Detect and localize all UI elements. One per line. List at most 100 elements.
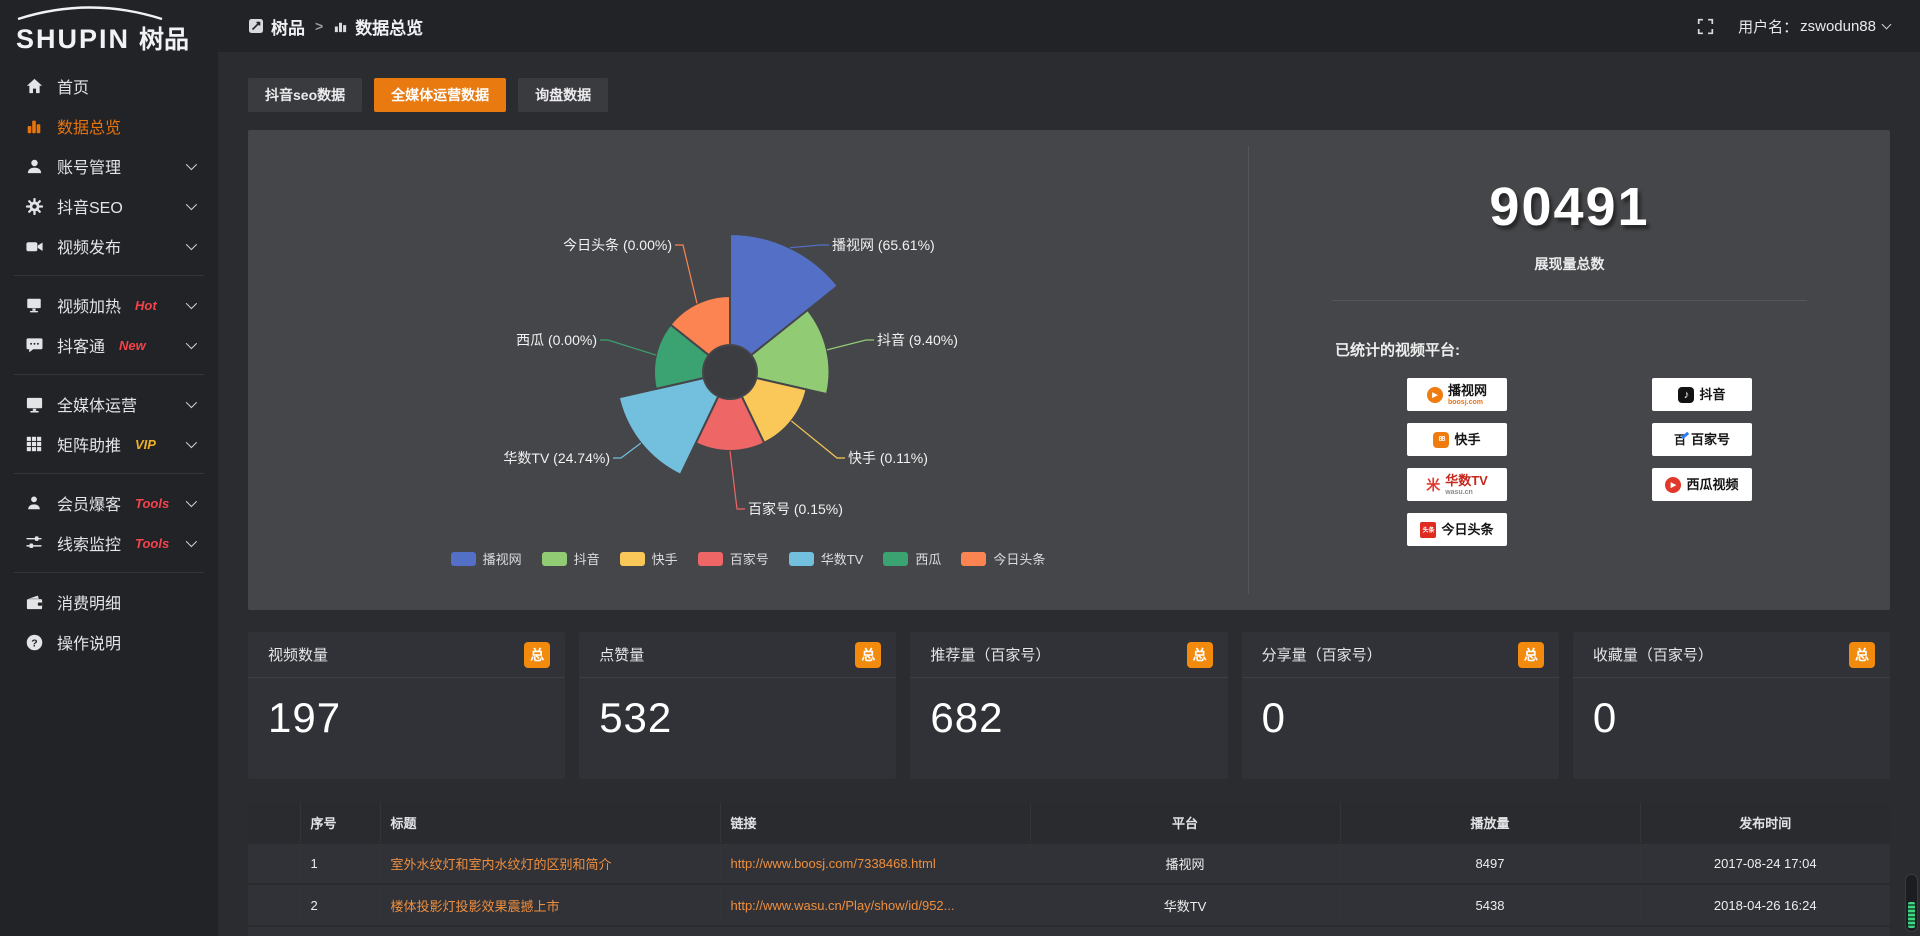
chat-bubble-icon — [24, 335, 44, 355]
home-icon — [24, 76, 44, 96]
chevron-down-icon — [185, 396, 198, 409]
brand-logo: SHUPIN 树品 — [0, 0, 218, 58]
total-badge: 总 — [1517, 641, 1544, 668]
summary-divider — [1332, 300, 1807, 301]
col-header-index: 序号 — [300, 803, 381, 843]
rose-chart-section: 播视网 (65.61%) 抖音 (9.40%) 快手 (0.11%) 百家号 (0.1… — [248, 130, 1248, 610]
sidebar-item-label: 账号管理 — [57, 160, 122, 177]
platform-badge-xigua: ▶ 西瓜视频 — [1652, 468, 1752, 501]
breadcrumb-root[interactable]: 树品 — [248, 14, 305, 39]
breadcrumb-current[interactable]: 数据总览 — [333, 14, 423, 39]
boosj-icon: ▶ — [1426, 386, 1443, 403]
sidebar-item-label: 线索监控 — [57, 537, 122, 554]
sidebar-item-lead-monitor[interactable]: 线索监控 Tools — [0, 523, 218, 563]
breadcrumb-root-label: 树品 — [271, 18, 305, 38]
monitor-icon — [24, 394, 44, 414]
total-badge: 总 — [1186, 641, 1213, 668]
table-header-row: 序号 标题 链接 平台 播放量 发布时间 — [248, 803, 1890, 843]
cell-url-link[interactable]: http://www.wasu.cn/Play/show/id/952... — [720, 884, 1031, 925]
legend-item[interactable]: 快手 — [619, 549, 678, 568]
breadcrumb: 树品 > 数据总览 — [248, 14, 423, 39]
sidebar-item-member-leads[interactable]: 会员爆客 Tools — [0, 483, 218, 523]
scrollbar[interactable] — [1905, 874, 1918, 932]
sidebar-item-label: 首页 — [57, 80, 90, 97]
sidebar-divider — [14, 374, 204, 375]
chart-legend: 播视网 抖音 快手 百家号 华数TV 西瓜 今日头条 — [248, 549, 1248, 568]
fullscreen-icon[interactable] — [1697, 18, 1714, 35]
summary-section: 90491 展现量总数 已统计的视频平台: ▶ 播视网 boosj.com 88 — [1249, 130, 1890, 610]
sidebar-item-doketong[interactable]: 抖客通 New — [0, 325, 218, 365]
sidebar-item-data-overview[interactable]: 数据总览 — [0, 106, 218, 146]
legend-item[interactable]: 西瓜 — [883, 549, 941, 568]
breadcrumb-current-label: 数据总览 — [355, 18, 424, 38]
total-badge: 总 — [1849, 641, 1876, 668]
user-menu[interactable]: 用户名： zswodun88 — [1738, 16, 1892, 37]
cell-index: 2 — [300, 884, 381, 925]
table-row: 1 室外水纹灯和室内水纹灯的区别和简介 http://www.boosj.com… — [248, 843, 1890, 884]
tab-inquiry-data[interactable]: 询盘数据 — [518, 78, 609, 112]
nightingale-pie-chart: 播视网 (65.61%) 抖音 (9.40%) 快手 (0.11%) 百家号 (0.1… — [503, 232, 958, 517]
sidebar-item-account[interactable]: 账号管理 — [0, 146, 218, 186]
stat-card-video-count: 视频数量 总 197 — [248, 632, 566, 779]
platform-badge-wasu: 米 华数TV wasu.cn — [1407, 468, 1507, 501]
legend-item[interactable]: 抖音 — [541, 549, 600, 568]
chevron-down-icon — [185, 337, 198, 350]
sidebar-item-label: 抖音SEO — [57, 200, 123, 217]
sidebar-item-label: 视频发布 — [57, 240, 122, 257]
sidebar-item-omnimedia[interactable]: 全媒体运营 — [0, 384, 218, 424]
legend-swatch — [883, 551, 909, 566]
legend-item[interactable]: 播视网 — [450, 549, 522, 568]
brand-name-cn: 树品 — [139, 26, 190, 54]
platforms-title: 已统计的视频平台: — [1335, 342, 1460, 359]
stat-card-value: 0 — [1592, 694, 1618, 741]
sidebar-item-consumption[interactable]: 消费明细 — [0, 582, 218, 622]
stat-card-recommendations: 推荐量（百家号） 总 682 — [910, 632, 1228, 779]
svg-text:播视网 (65.61%): 播视网 (65.61%) — [832, 237, 935, 253]
screen-icon — [24, 295, 44, 315]
vip-badge: VIP — [135, 436, 156, 452]
main-area: 树品 > 数据总览 用户名： zswodun88 — [218, 0, 1920, 936]
sidebar-item-label: 抖客通 — [57, 339, 106, 356]
sidebar-divider — [14, 473, 204, 474]
cell-platform: 播视网 — [1030, 843, 1341, 884]
sidebar-item-label: 消费明细 — [57, 596, 122, 613]
stat-card-value: 0 — [1261, 694, 1286, 741]
impressions-total-label: 展现量总数 — [1534, 256, 1605, 272]
sidebar-item-video-publish[interactable]: 视频发布 — [0, 226, 218, 266]
sidebar-item-video-heat[interactable]: 视频加热 Hot — [0, 285, 218, 325]
table-row-partial — [248, 927, 1890, 936]
sidebar-item-help[interactable]: ? 操作说明 — [0, 622, 218, 662]
svg-text:快手 (0.11%): 快手 (0.11%) — [848, 450, 928, 466]
stat-card-favorites: 收藏量（百家号） 总 0 — [1572, 632, 1891, 779]
sidebar-item-home[interactable]: 首页 — [0, 66, 218, 106]
chevron-down-icon — [185, 238, 198, 251]
chevron-down-icon — [185, 158, 198, 171]
tools-badge: Tools — [135, 495, 170, 511]
legend-swatch — [788, 551, 814, 566]
tab-omnimedia-data[interactable]: 全媒体运营数据 — [374, 78, 507, 112]
legend-swatch — [961, 551, 987, 566]
platform-badge-baijiahao: 百 百家号 — [1652, 423, 1752, 456]
sidebar-item-douyin-seo[interactable]: 抖音SEO — [0, 186, 218, 226]
topbar-right: 用户名： zswodun88 — [1697, 16, 1892, 37]
chevron-down-icon — [1881, 19, 1892, 29]
legend-item[interactable]: 百家号 — [697, 549, 769, 568]
platform-badge-kuaishou: 88 快手 — [1407, 423, 1507, 456]
person-icon — [24, 493, 44, 513]
svg-text:百家号 (0.15%): 百家号 (0.15%) — [748, 501, 843, 517]
legend-item[interactable]: 华数TV — [788, 549, 863, 568]
stat-card-value: 682 — [930, 694, 1004, 741]
cell-title-link[interactable]: 室外水纹灯和室内水纹灯的区别和简介 — [380, 843, 721, 884]
chevron-down-icon — [185, 436, 198, 449]
sidebar-item-matrix-boost[interactable]: 矩阵助推 VIP — [0, 424, 218, 464]
legend-item[interactable]: 今日头条 — [961, 549, 1045, 568]
stat-card-title: 收藏量（百家号） — [1592, 647, 1713, 664]
scrollbar-thumb[interactable] — [1908, 902, 1915, 928]
total-badge: 总 — [855, 641, 882, 668]
cell-url-link[interactable]: http://www.boosj.com/7338468.html — [720, 843, 1031, 884]
cell-title-link[interactable]: 楼体投影灯投影效果震撼上市 — [380, 884, 721, 925]
tab-douyin-seo-data[interactable]: 抖音seo数据 — [248, 78, 363, 112]
douyin-icon: ♪ — [1678, 386, 1695, 403]
sidebar-item-label: 会员爆客 — [57, 497, 122, 514]
platform-badges-left: ▶ 播视网 boosj.com 88 快手 米 华数TV wasu.cn — [1407, 378, 1507, 546]
